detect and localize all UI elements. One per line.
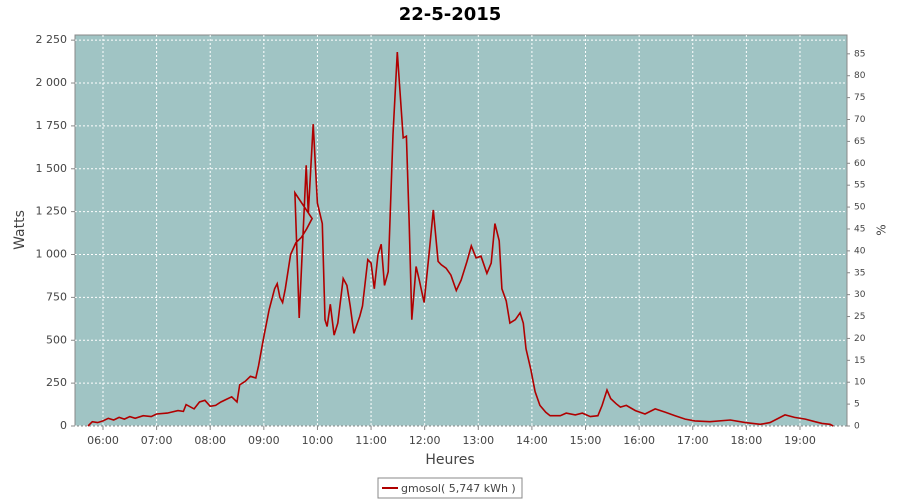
y-tick-label: 750 <box>46 290 67 303</box>
y-tick-label: 500 <box>46 333 67 346</box>
x-tick-label: 19:00 <box>784 434 816 447</box>
y-tick-label: 1 250 <box>36 205 68 218</box>
data-line <box>87 52 834 427</box>
legend-label: gmosol( 5,747 kWh ) <box>401 482 516 495</box>
x-tick-label: 06:00 <box>87 434 119 447</box>
y-tick-label: 1 500 <box>36 162 68 175</box>
y2-tick-label: 5 <box>854 400 860 410</box>
y-tick-label: 1 000 <box>36 248 68 261</box>
y-tick-label: 2 250 <box>36 33 68 46</box>
x-tick-label: 13:00 <box>462 434 494 447</box>
y2-tick-label: 55 <box>854 181 865 191</box>
y2-axis-label: % <box>875 224 889 235</box>
y2-tick-label: 40 <box>854 246 866 256</box>
x-tick-label: 07:00 <box>141 434 173 447</box>
x-tick-label: 11:00 <box>355 434 387 447</box>
y2-tick-label: 60 <box>854 159 866 169</box>
y-axis-label: Watts <box>12 210 28 250</box>
y-tick-label: 2 000 <box>36 76 68 89</box>
y2-tick-label: 65 <box>854 137 865 147</box>
x-tick-label: 17:00 <box>677 434 709 447</box>
y2-tick-label: 50 <box>854 203 866 213</box>
x-tick-label: 08:00 <box>194 434 226 447</box>
y2-tick-label: 10 <box>854 378 866 388</box>
y2-tick-label: 80 <box>854 71 866 81</box>
legend-box <box>377 477 523 499</box>
y2-tick-label: 75 <box>854 93 865 103</box>
y2-tick-label: 35 <box>854 268 865 278</box>
y2-tick-label: 85 <box>854 49 865 59</box>
y-tick-label: 0 <box>60 419 67 432</box>
x-tick-label: 18:00 <box>731 434 763 447</box>
y2-tick-label: 15 <box>854 356 865 366</box>
y2-tick-label: 25 <box>854 312 865 322</box>
chart-title: 22-5-2015 <box>399 4 502 25</box>
y-tick-label: 250 <box>46 376 67 389</box>
x-tick-label: 09:00 <box>248 434 280 447</box>
y2-tick-label: 45 <box>854 224 865 234</box>
plot-area <box>74 34 848 427</box>
x-axis-label: Heures <box>425 452 474 468</box>
x-tick-label: 10:00 <box>302 434 334 447</box>
x-tick-label: 16:00 <box>623 434 655 447</box>
y2-tick-label: 20 <box>854 334 866 344</box>
x-tick-label: 14:00 <box>516 434 548 447</box>
x-tick-label: 15:00 <box>570 434 602 447</box>
y-tick-label: 1 750 <box>36 119 68 132</box>
y2-tick-label: 0 <box>854 422 860 432</box>
y2-tick-label: 30 <box>854 290 866 300</box>
y2-tick-label: 70 <box>854 115 866 125</box>
x-tick-label: 12:00 <box>409 434 441 447</box>
